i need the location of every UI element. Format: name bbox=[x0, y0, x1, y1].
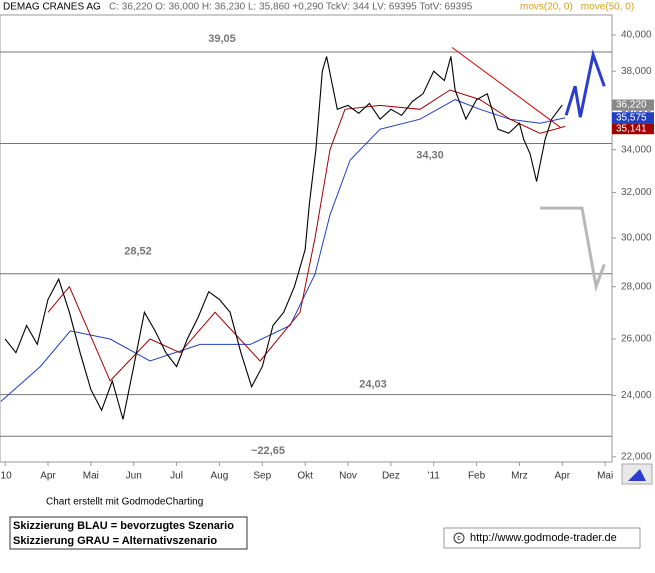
legend-entry: move(50, 0) bbox=[581, 2, 634, 13]
last-value-box bbox=[612, 123, 654, 135]
scenario-line bbox=[540, 206, 606, 293]
y-tick-label: 32,000 bbox=[621, 187, 652, 198]
last-value-box bbox=[612, 99, 654, 111]
price-line bbox=[4, 56, 563, 420]
x-tick-label: Jul bbox=[170, 471, 183, 482]
y-tick-label: 38,000 bbox=[621, 66, 652, 77]
x-tick-label: Apr bbox=[555, 471, 571, 482]
y-tick-label: 24,000 bbox=[621, 390, 652, 401]
y-tick-label: 40,000 bbox=[621, 30, 652, 41]
x-tick-label: Feb bbox=[468, 471, 486, 482]
trendline bbox=[451, 47, 561, 128]
legend-entry: movs(20, 0) bbox=[520, 2, 573, 13]
level-label: ~22,65 bbox=[251, 445, 285, 457]
y-tick-label: 26,000 bbox=[621, 334, 652, 345]
level-label: 34,30 bbox=[416, 149, 444, 161]
scenario-note: Skizzierung BLAU = bevorzugtes Szenario bbox=[13, 520, 234, 532]
x-tick-label: Apr bbox=[40, 471, 56, 482]
copyright-icon bbox=[453, 532, 465, 544]
scenario-note: Skizzierung GRAU = Alternativszenario bbox=[13, 535, 217, 547]
last-value-label: 35,141 bbox=[616, 123, 647, 134]
url-box bbox=[443, 527, 641, 549]
y-tick-label: 30,000 bbox=[621, 233, 652, 244]
moving-average bbox=[0, 99, 566, 402]
x-tick-label: Mai bbox=[83, 471, 99, 482]
level-label: 24,03 bbox=[359, 378, 387, 390]
x-tick-label: Sep bbox=[253, 471, 271, 482]
x-tick-label: Mai bbox=[597, 471, 613, 482]
moving-average bbox=[47, 89, 566, 382]
last-value-label: 36,220 bbox=[616, 100, 647, 111]
credit: Chart erstellt mit GodmodeCharting bbox=[46, 497, 203, 508]
x-tick-label: Dez bbox=[382, 471, 400, 482]
last-value-box bbox=[612, 112, 654, 124]
y-tick-label: 34,000 bbox=[621, 144, 652, 155]
x-tick-label: '10 bbox=[0, 471, 12, 482]
level-label: 28,52 bbox=[124, 246, 152, 258]
quote: C: 36,220 O: 36,000 H: 36,230 L: 35,860 … bbox=[109, 2, 473, 13]
last-value-label: 35,575 bbox=[616, 112, 647, 123]
chart-title: DEMAG CRANES AG bbox=[3, 2, 101, 13]
x-tick-label: '11 bbox=[428, 471, 441, 482]
x-tick-label: Mrz bbox=[511, 471, 528, 482]
legend-box bbox=[9, 516, 248, 550]
copyright-icon: c bbox=[457, 535, 461, 542]
x-tick-label: Jun bbox=[126, 471, 142, 482]
x-tick-label: Aug bbox=[211, 471, 229, 482]
corner-icon bbox=[621, 463, 653, 485]
y-tick-label: 22,000 bbox=[621, 451, 652, 462]
url[interactable]: http://www.godmode-trader.de bbox=[470, 532, 617, 544]
y-tick-label: 28,000 bbox=[621, 281, 652, 292]
x-tick-label: Okt bbox=[297, 471, 313, 482]
scenario-line bbox=[564, 49, 606, 118]
level-label: 39,05 bbox=[208, 33, 236, 45]
x-tick-label: Nov bbox=[339, 471, 357, 482]
